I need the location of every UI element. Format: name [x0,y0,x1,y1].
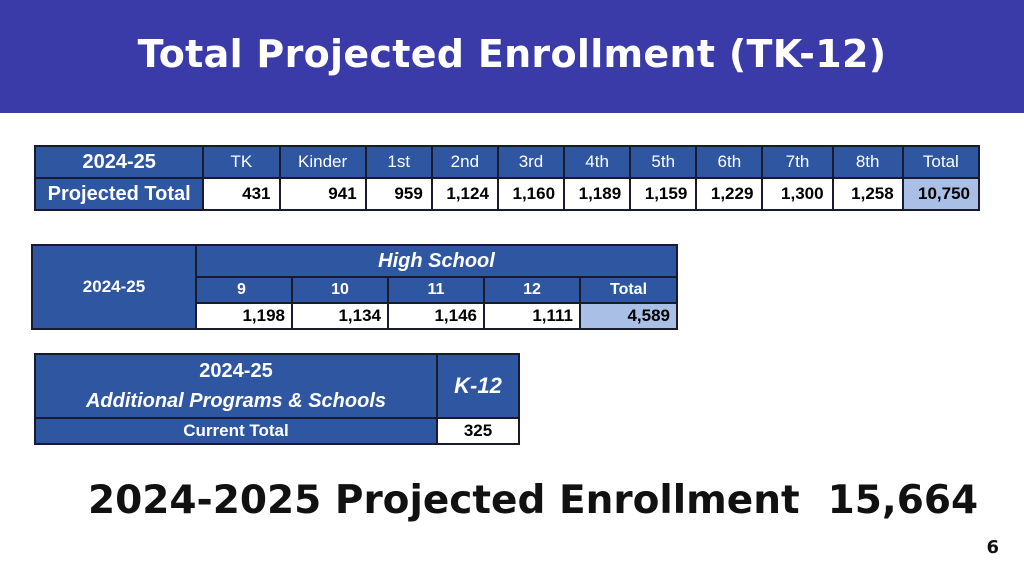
total-cell: 4,589 [579,302,678,330]
title-banner: Total Projected Enrollment (TK-12) [0,0,1024,113]
column-header: 6th [695,145,764,179]
column-header: Total [579,276,678,304]
column-header: TK [202,145,281,179]
column-header: 9 [195,276,293,304]
value-cell: 431 [202,177,281,211]
column-header: Kinder [278,145,367,179]
value-cell: 941 [278,177,367,211]
column-header: K-12 [436,353,520,419]
value-cell: 325 [436,417,520,445]
value-cell: 1,198 [195,302,293,330]
projected-enrollment-summary: 2024-2025 Projected Enrollment 15,664 [88,478,978,523]
column-header: 5th [629,145,698,179]
column-header: 1st [364,145,433,179]
column-header: 2nd [430,145,499,179]
value-cell: 1,160 [496,177,566,211]
value-cell: 1,229 [695,177,764,211]
row-label: Current Total [34,417,438,445]
value-cell: 1,189 [563,177,632,211]
table-row: Projected Total 431 941 959 1,124 1,160 … [33,177,981,211]
value-cell: 1,258 [831,177,904,211]
column-header: 10 [291,276,389,304]
column-header: 11 [387,276,485,304]
value-cell: 1,111 [483,302,581,330]
value-cell: 1,124 [430,177,499,211]
high-school-header: High School [195,244,678,278]
value-cell: 1,300 [761,177,834,211]
programs-header: 2024-25 Additional Programs & Schools [34,353,438,419]
column-header: 3rd [496,145,566,179]
slide-title: Total Projected Enrollment (TK-12) [137,31,887,76]
summary-label: 2024-2025 Projected Enrollment [88,478,800,523]
year-label: 2024-25 [199,360,273,382]
value-cell: 1,159 [629,177,698,211]
column-header: 8th [831,145,904,179]
additional-programs-table: 2024-25 Additional Programs & Schools K-… [34,353,520,445]
value-cell: 1,146 [387,302,485,330]
page-number: 6 [986,537,999,558]
table-row: 1,198 1,134 1,146 1,111 4,589 [32,302,678,330]
table-header-row: 9 10 11 12 Total [32,276,678,304]
year-cell: 2024-25 [31,244,197,330]
programs-title: Additional Programs & Schools [85,390,387,412]
column-header: Total [901,145,981,179]
table-row: Current Total 325 [34,417,520,445]
table-header-row: 2024-25 TK Kinder 1st 2nd 3rd 4th 5th 6t… [33,145,981,179]
value-cell: 959 [364,177,433,211]
column-header: 12 [483,276,581,304]
column-header: 4th [563,145,632,179]
high-school-table: 2024-25 High School 9 10 11 12 Total 1,1… [31,244,678,330]
tk8-enrollment-table: 2024-25 TK Kinder 1st 2nd 3rd 4th 5th 6t… [33,145,981,211]
value-cell: 1,134 [291,302,389,330]
summary-value: 15,664 [827,478,979,523]
year-cell: 2024-25 [33,145,205,179]
row-label: Projected Total [33,177,205,211]
total-cell: 10,750 [901,177,981,211]
column-header: 7th [761,145,834,179]
